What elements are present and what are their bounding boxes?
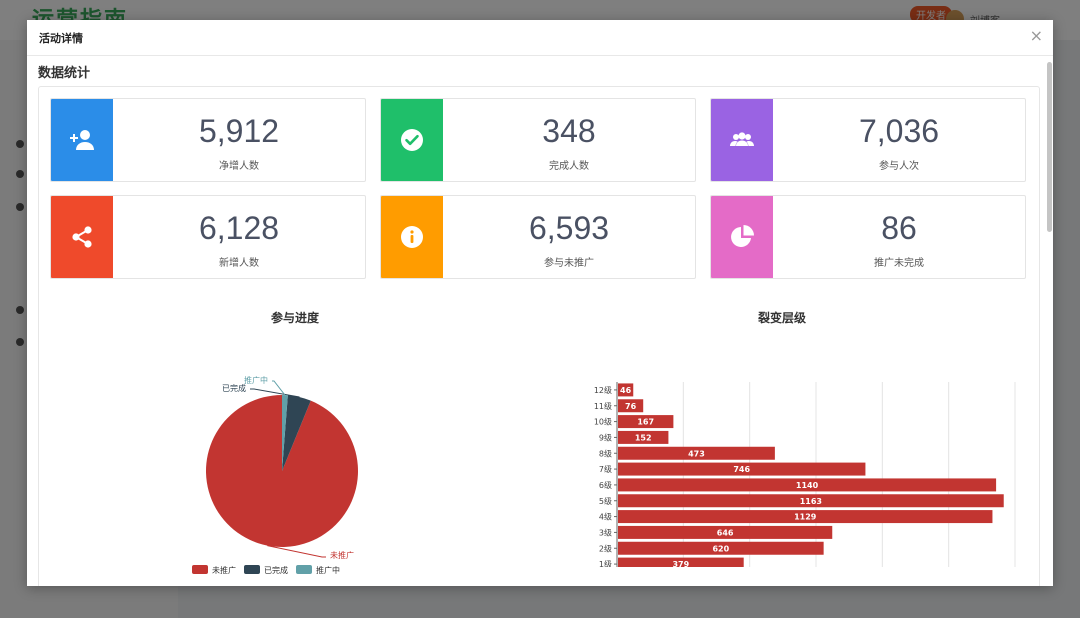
bar[interactable] [618, 525, 833, 539]
stat-value: 5,912 [198, 113, 280, 149]
stat-label: 净增人数 [219, 161, 259, 172]
stat-label: 参与未推广 [544, 258, 594, 269]
bar-chart: 02004006008001,0001,2001级3792级6203级6464级… [594, 382, 1016, 567]
bar[interactable] [618, 478, 997, 492]
y-tick-label: 5级 [599, 496, 612, 506]
pie-label-line [272, 380, 286, 396]
stats-panel: 5,912 净增人数 348 完成人数 7,036 参与人次 6,128 新增人数 6,593 参… [38, 86, 1040, 586]
stat-card: 5,912 净增人数 [50, 98, 366, 182]
bar[interactable] [618, 399, 644, 413]
stat-card: 7,036 参与人次 [710, 98, 1026, 182]
bar-value-label: 646 [717, 528, 734, 537]
bar-value-label: 620 [712, 544, 729, 553]
bar-value-label: 46 [620, 386, 632, 395]
pie-chart-title: 参与进度 [270, 311, 319, 325]
y-tick-label: 12级 [594, 385, 612, 395]
stat-card: 6,593 参与未推广 [380, 195, 696, 279]
bar-value-label: 167 [637, 418, 654, 427]
y-tick-label: 2级 [599, 543, 612, 553]
stat-value: 6,593 [528, 210, 610, 246]
group-icon [711, 99, 773, 181]
bar-value-label: 379 [672, 560, 689, 567]
pie-label-line [267, 545, 326, 558]
bar-value-label: 76 [625, 402, 637, 411]
bar-value-label: 1163 [800, 497, 822, 506]
activity-detail-modal: 活动详情 × 数据统计 5,912 净增人数 348 完成人数 7,036 参与人次 6,1… [27, 20, 1053, 586]
modal-title: 活动详情 [39, 32, 83, 45]
bar-chart-title: 裂变层级 [757, 311, 806, 325]
stat-label: 参与人次 [879, 161, 919, 172]
legend-item[interactable]: 已完成 [244, 565, 288, 575]
bar[interactable] [618, 383, 634, 397]
modal-body: 数据统计 5,912 净增人数 348 完成人数 7,036 参与人次 6,128 新增人数 6… [27, 56, 1053, 586]
legend-label: 未推广 [212, 565, 236, 575]
legend-swatch [296, 565, 312, 574]
stat-label: 完成人数 [549, 161, 589, 172]
legend-item[interactable]: 推广中 [296, 565, 340, 575]
bar-value-label: 1140 [796, 481, 819, 490]
bar[interactable] [618, 557, 744, 567]
pie-icon [711, 196, 773, 278]
bar[interactable] [618, 430, 669, 444]
stat-card: 6,128 新增人数 [50, 195, 366, 279]
section-title: 数据统计 [38, 66, 91, 81]
stat-card: 348 完成人数 [380, 98, 696, 182]
y-tick-label: 9级 [599, 432, 612, 442]
y-tick-label: 6级 [599, 480, 612, 490]
stat-value: 6,128 [198, 210, 280, 246]
stat-label: 新增人数 [219, 258, 259, 269]
legend-label: 已完成 [264, 565, 288, 575]
bar[interactable] [618, 541, 824, 555]
pie-slice[interactable] [282, 395, 311, 471]
legend-label: 推广中 [316, 565, 340, 575]
share-icon [51, 196, 113, 278]
bar-value-label: 152 [635, 433, 652, 442]
modal-header: 活动详情 × [27, 20, 1053, 56]
y-tick-label: 3级 [599, 527, 612, 537]
legend-item[interactable]: 未推广 [192, 565, 236, 575]
pie-slice-label: 推广中 [244, 375, 268, 385]
pie-slice-label: 已完成 [222, 383, 246, 393]
y-tick-label: 4级 [599, 512, 612, 522]
stat-value: 348 [542, 113, 596, 149]
legend-swatch [192, 565, 208, 574]
stat-card: 86 推广未完成 [710, 195, 1026, 279]
info-circle-icon [381, 196, 443, 278]
y-tick-label: 10级 [594, 417, 612, 427]
y-tick-label: 1级 [599, 559, 612, 567]
add-user-icon [51, 99, 113, 181]
bar[interactable] [618, 415, 674, 429]
stat-label: 推广未完成 [874, 258, 924, 269]
y-tick-label: 7级 [599, 464, 612, 474]
check-circle-icon [381, 99, 443, 181]
close-icon[interactable]: × [1029, 26, 1043, 45]
bar[interactable] [618, 446, 775, 460]
bar-value-label: 473 [688, 449, 705, 458]
bar[interactable] [618, 510, 993, 524]
y-tick-label: 8级 [599, 448, 612, 458]
stat-value: 7,036 [858, 113, 940, 149]
legend-swatch [244, 565, 260, 574]
bar-value-label: 1129 [794, 513, 817, 522]
bar[interactable] [618, 494, 1004, 508]
y-tick-label: 11级 [594, 401, 612, 411]
bar-value-label: 746 [733, 465, 750, 474]
scrollbar[interactable] [1047, 62, 1052, 232]
pie-slice[interactable] [282, 395, 288, 471]
bar[interactable] [618, 462, 866, 476]
pie-slice-label: 未推广 [330, 550, 354, 560]
stat-value: 86 [881, 210, 917, 246]
